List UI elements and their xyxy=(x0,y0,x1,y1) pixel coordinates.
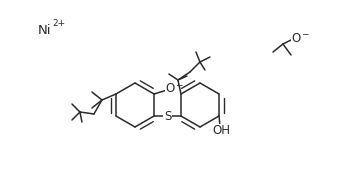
Text: O: O xyxy=(291,32,301,44)
Text: O: O xyxy=(166,82,175,96)
Text: −: − xyxy=(301,29,308,38)
Text: S: S xyxy=(164,110,171,122)
Text: Ni: Ni xyxy=(38,24,51,36)
Text: 2+: 2+ xyxy=(52,20,65,28)
Text: OH: OH xyxy=(212,124,230,137)
Text: −: − xyxy=(175,81,183,90)
